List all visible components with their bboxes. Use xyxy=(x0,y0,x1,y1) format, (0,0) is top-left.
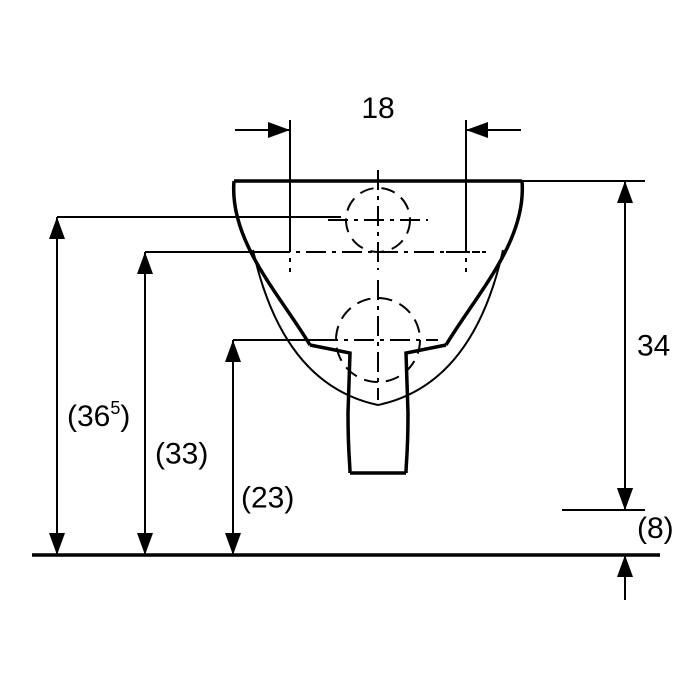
dim-34-label: 34 xyxy=(637,330,670,363)
dim-8-label: (8) xyxy=(637,512,674,545)
technical-drawing: 18 34 (8) (365) (33) (23) xyxy=(0,0,696,696)
dim-23-label: (23) xyxy=(241,482,294,515)
dim-18-label: 18 xyxy=(361,92,394,125)
dim-36-label: (365) xyxy=(67,398,130,433)
dim-33-label: (33) xyxy=(155,438,208,471)
